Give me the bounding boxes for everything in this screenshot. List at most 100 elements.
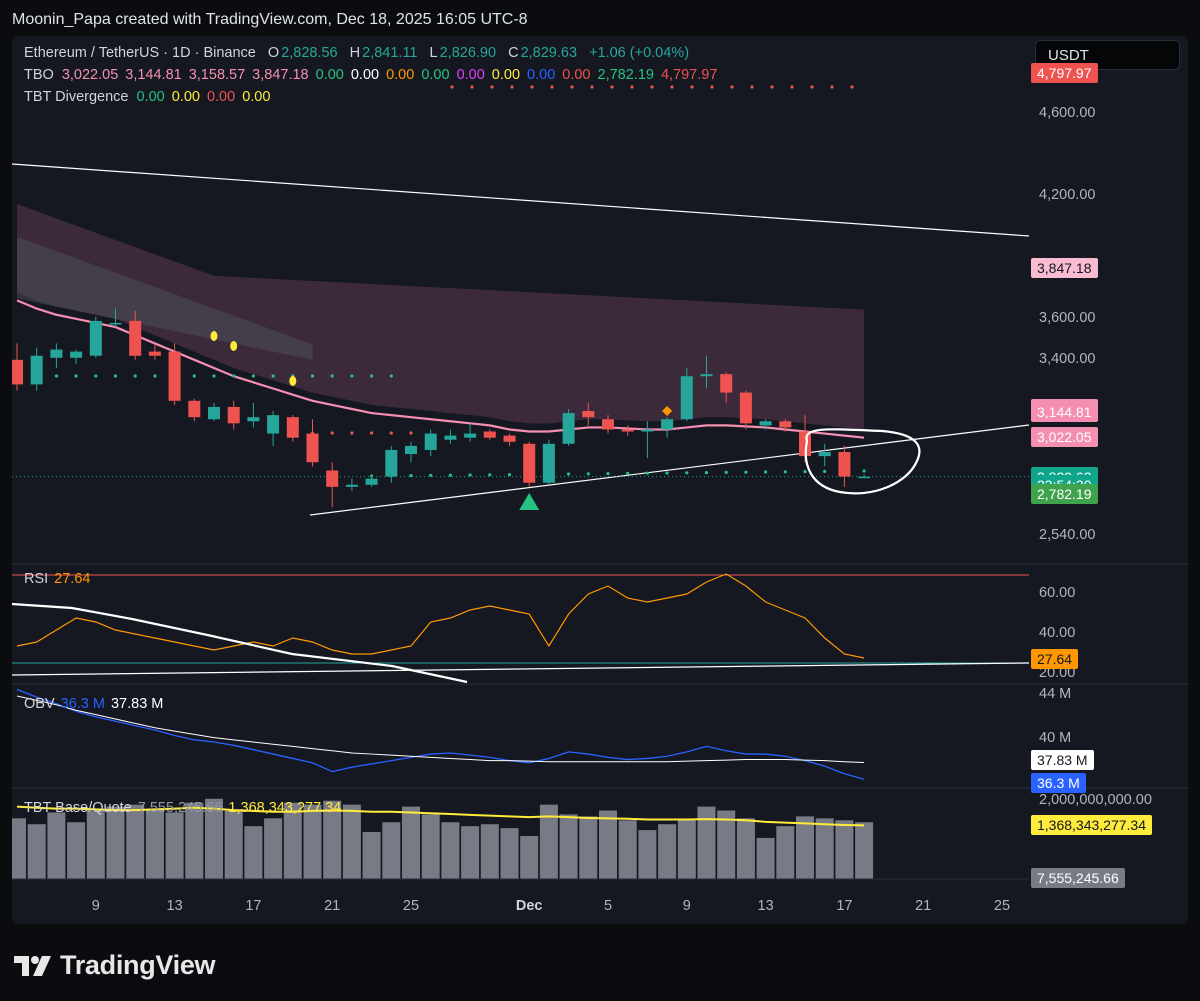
tbt-bar xyxy=(796,816,814,879)
candle-body xyxy=(12,359,23,385)
candle xyxy=(30,347,43,391)
candle xyxy=(12,343,23,391)
candle-body xyxy=(720,374,733,393)
tbo-value: 3,847.18 xyxy=(252,67,309,83)
candle xyxy=(838,445,851,487)
candle-body xyxy=(779,421,792,428)
candle xyxy=(464,423,477,442)
rsi-axis-label: 40.00 xyxy=(1039,625,1076,641)
tbo-value: 4,797.97 xyxy=(660,67,718,83)
time-axis-label: 17 xyxy=(836,898,853,914)
tbt-value: 7,555,245.66 xyxy=(137,800,223,816)
price-tag: 2,782.19 xyxy=(1031,484,1098,504)
candle xyxy=(739,390,752,430)
time-axis-label: 21 xyxy=(915,898,932,914)
stop-dot xyxy=(830,85,834,89)
candle-body xyxy=(306,433,319,463)
stop-dot xyxy=(133,374,137,378)
tbt-bar xyxy=(736,818,755,879)
candle xyxy=(129,310,142,360)
divergence-value: 0.00 xyxy=(171,89,200,105)
time-axis-label: 5 xyxy=(603,898,613,914)
chart-panel[interactable]: USDT Ethereum / TetherUS · 1D · Binance … xyxy=(12,36,1188,924)
candle xyxy=(70,349,83,364)
tbo-value: 3,144.81 xyxy=(125,67,182,83)
obv-legend: OBV 36.3 M 37.83 M xyxy=(24,696,165,712)
candle xyxy=(779,419,792,432)
tbo-value: 0.00 xyxy=(315,67,344,83)
stop-dot xyxy=(710,85,714,89)
chart-canvas[interactable] xyxy=(12,36,1188,924)
candle xyxy=(582,402,595,426)
stop-dot xyxy=(370,374,374,378)
candle-body xyxy=(503,435,516,442)
obv-ma-line xyxy=(16,695,865,763)
tbt-line-tag: 1,368,343,277.34 xyxy=(1031,815,1152,836)
price-tag: 4,797.97 xyxy=(1031,63,1098,84)
divergence-legend: TBT Divergence 0.00 0.00 0.00 0.00 xyxy=(24,89,279,105)
price-axis-label: 3,400.00 xyxy=(1039,350,1096,367)
time-axis-label: 25 xyxy=(993,898,1011,914)
candle-body xyxy=(641,429,654,432)
candle xyxy=(208,402,220,422)
candle xyxy=(345,478,358,491)
stop-dot xyxy=(685,471,689,475)
obv-ma-tag: 37.83 M xyxy=(1031,750,1094,771)
tbt-bar xyxy=(205,798,223,879)
stop-dot xyxy=(610,85,614,89)
tbt-bar xyxy=(855,822,874,879)
obv-axis-label: 44 M xyxy=(1039,685,1072,702)
stop-dot xyxy=(783,470,787,474)
candle-body xyxy=(188,400,201,418)
candle-body xyxy=(405,445,417,455)
candle xyxy=(286,415,299,442)
candle xyxy=(503,433,516,446)
rsi-trendline xyxy=(12,602,468,684)
stop-dot xyxy=(350,431,354,435)
stop-dot xyxy=(212,374,216,378)
candle xyxy=(542,439,555,485)
rsi-axis-label: 20.00 xyxy=(1039,665,1076,681)
candle-body xyxy=(267,415,280,434)
stop-dot xyxy=(750,85,754,89)
candle-body xyxy=(582,411,595,418)
tbt-bar xyxy=(480,824,499,879)
rsi-line xyxy=(16,573,865,659)
stop-dot xyxy=(510,85,514,89)
candle xyxy=(602,415,614,434)
tbt-bar xyxy=(461,826,480,879)
candle-body xyxy=(365,478,378,485)
tbt-bar xyxy=(264,818,283,879)
candle-body xyxy=(247,417,260,422)
tbt-bar xyxy=(47,812,66,879)
candle-body xyxy=(542,443,555,483)
tbt-bar xyxy=(717,810,736,879)
candle-body xyxy=(700,374,713,377)
tbt-bar xyxy=(165,812,184,879)
tbt-bar xyxy=(815,818,834,879)
candle xyxy=(405,441,417,463)
tbo-value: 0.00 xyxy=(527,67,556,83)
trendline-resistance xyxy=(12,163,1030,237)
stop-dot xyxy=(764,470,768,474)
stop-dot xyxy=(530,85,534,89)
candle-body xyxy=(680,376,693,420)
tbt-bar xyxy=(559,814,578,879)
signal-marker xyxy=(230,341,238,351)
candle xyxy=(148,343,161,360)
tbt-bar xyxy=(539,804,558,879)
stop-dot xyxy=(468,473,472,477)
candle-body xyxy=(30,355,43,385)
stop-dot xyxy=(570,85,574,89)
open-value: 2,828.56 xyxy=(281,45,338,61)
candle-body xyxy=(286,417,299,438)
time-axis-label: 13 xyxy=(166,898,183,914)
tbt-axis-label: 2,000,000,000.00 xyxy=(1039,791,1152,808)
candle xyxy=(444,429,457,444)
tbt-bar xyxy=(303,804,322,879)
stop-dot xyxy=(586,472,590,476)
tbo-value: 2,782.19 xyxy=(597,67,654,83)
price-tag: 3,144.81 xyxy=(1031,402,1098,423)
candle-body xyxy=(129,320,142,356)
tbo-label: TBO xyxy=(24,67,54,83)
